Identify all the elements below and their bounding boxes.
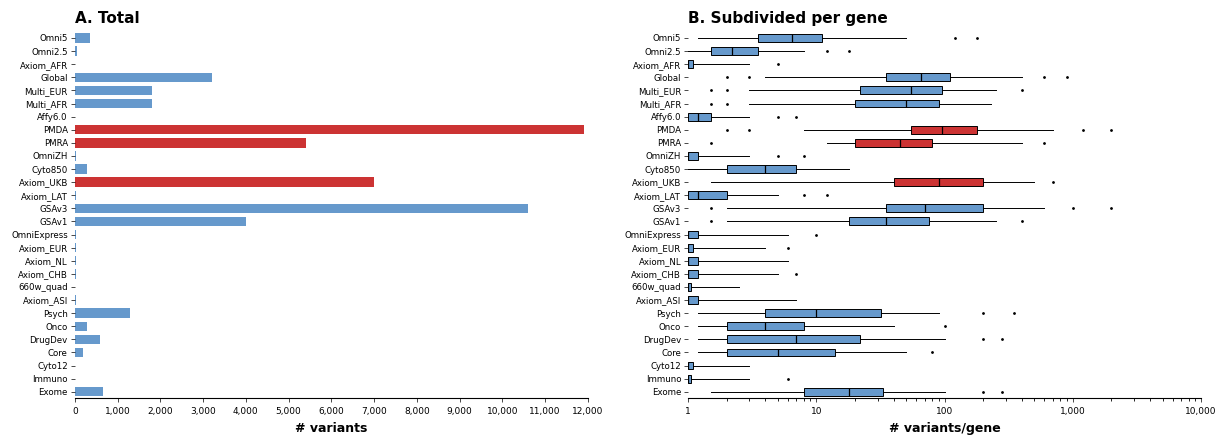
Bar (688, 191, 727, 199)
Bar (75, 86, 152, 95)
Bar (727, 335, 861, 343)
Bar (688, 270, 699, 278)
Bar (688, 283, 691, 291)
Bar (75, 178, 375, 187)
Bar (75, 217, 246, 226)
Bar (861, 87, 942, 95)
Text: A. Total: A. Total (75, 11, 140, 26)
Bar (727, 322, 804, 330)
Bar (688, 231, 699, 239)
Bar (688, 244, 694, 252)
Bar (849, 218, 928, 225)
Text: B. Subdivided per gene: B. Subdivided per gene (688, 11, 888, 26)
Bar (711, 47, 758, 55)
Bar (75, 322, 87, 331)
Bar (75, 73, 211, 82)
Bar (911, 126, 977, 134)
Bar (758, 34, 822, 42)
Bar (688, 60, 694, 68)
Bar (75, 46, 77, 56)
X-axis label: # variants/gene: # variants/gene (889, 422, 1001, 435)
Bar (765, 309, 882, 317)
Bar (855, 99, 938, 107)
Bar (727, 348, 835, 356)
Bar (688, 152, 699, 160)
Bar (75, 99, 152, 108)
Bar (75, 164, 87, 174)
Bar (75, 348, 84, 357)
Bar (688, 113, 711, 120)
Bar (804, 388, 883, 396)
Bar (75, 138, 306, 148)
Bar (75, 190, 76, 200)
Bar (688, 362, 694, 369)
Bar (887, 74, 950, 81)
Bar (75, 125, 583, 134)
Bar (75, 204, 528, 213)
Bar (75, 33, 90, 43)
Bar (855, 139, 932, 147)
Bar (727, 165, 797, 173)
Bar (75, 309, 130, 318)
Bar (688, 375, 691, 383)
X-axis label: # variants: # variants (295, 422, 367, 435)
Bar (688, 296, 699, 304)
Bar (75, 151, 76, 161)
Bar (75, 387, 103, 396)
Bar (894, 178, 984, 186)
Bar (688, 257, 699, 264)
Bar (75, 334, 99, 344)
Bar (887, 204, 984, 212)
